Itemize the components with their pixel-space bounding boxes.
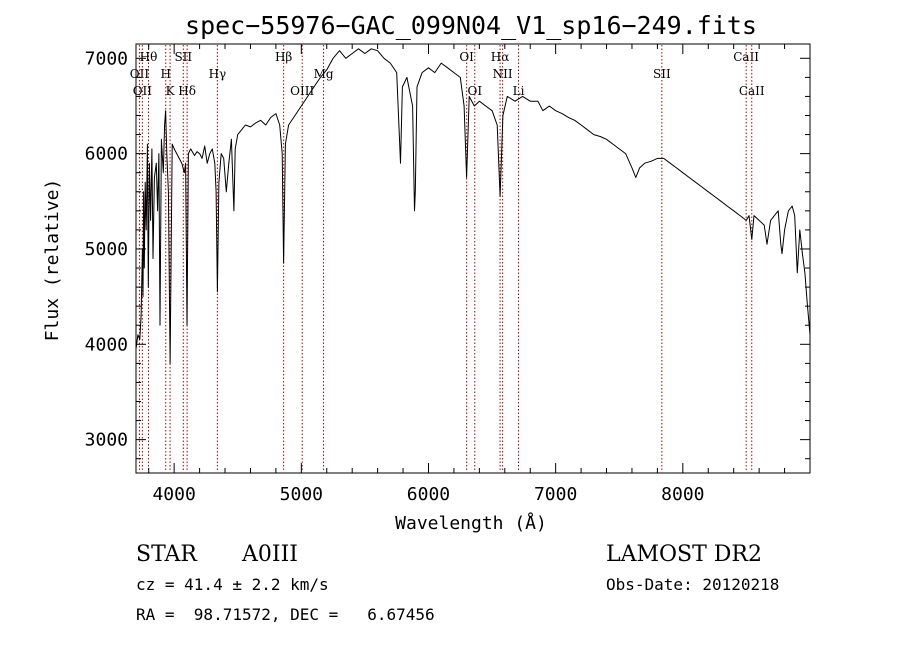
y-tick-label-1: 4000	[85, 334, 128, 355]
redshift-cz: cz = 41.4 ± 2.2 km/s	[136, 575, 329, 594]
line-marker-label-0: OII	[130, 67, 150, 81]
line-marker-label-4: K	[166, 84, 176, 98]
y-tick-label-4: 7000	[85, 48, 128, 69]
line-marker-label-6: Hδ	[178, 84, 196, 98]
y-tick-label-2: 5000	[85, 239, 128, 260]
y-tick-label-3: 6000	[85, 144, 128, 165]
line-marker-label-8: Hβ	[275, 50, 292, 64]
x-tick-label-1: 5000	[280, 484, 323, 505]
spectrum-line	[135, 48, 811, 364]
survey-name: LAMOST DR2	[606, 542, 762, 567]
line-marker-label-12: OI	[467, 84, 482, 98]
object-subclass: A0III	[241, 542, 298, 567]
line-marker-label-14: NII	[493, 67, 513, 81]
line-marker-label-7: Hγ	[209, 67, 227, 81]
y-axis-ticks: 3000 4000 5000 6000 7000	[85, 48, 810, 460]
object-class: STAR	[136, 542, 198, 567]
x-tick-label-0: 4000	[152, 484, 195, 505]
y-tick-label-0: 3000	[85, 430, 128, 451]
x-axis-label: Wavelength (Å)	[395, 512, 547, 534]
observation-date: Obs-Date: 20120218	[606, 575, 779, 594]
x-tick-label-3: 7000	[534, 484, 577, 505]
x-tick-label-2: 6000	[407, 484, 450, 505]
line-marker-label-18: CaII	[739, 84, 765, 98]
x-tick-label-4: 8000	[661, 484, 704, 505]
line-marker-label-17: CaII	[733, 50, 759, 64]
plot-frame	[135, 43, 811, 474]
line-marker-label-1: OII	[133, 84, 153, 98]
line-marker-label-16: SII	[653, 67, 671, 81]
line-marker-label-5: SII	[174, 50, 192, 64]
chart-title: spec−55976−GAC_099N04_V1_sp16−249.fits	[185, 11, 757, 40]
line-marker-label-13: Hα	[491, 50, 510, 64]
coordinates: RA = 98.71572, DEC = 6.67456	[136, 605, 435, 624]
spectrum-layer	[135, 48, 811, 364]
x-axis-ticks: 4000 5000 6000 7000 8000	[148, 44, 786, 505]
line-marker-label-15: Li	[513, 84, 525, 98]
line-marker-label-2: Hθ	[140, 50, 158, 64]
line-marker-label-11: OI	[459, 50, 474, 64]
line-marker-label-3: H	[161, 67, 171, 81]
y-axis-label: Flux (relative)	[42, 179, 63, 342]
line-marker-layer: OIIOIIHθHKSIIHδHγHβOIIIMgOIOIHαNIILiSIIC…	[130, 45, 765, 472]
